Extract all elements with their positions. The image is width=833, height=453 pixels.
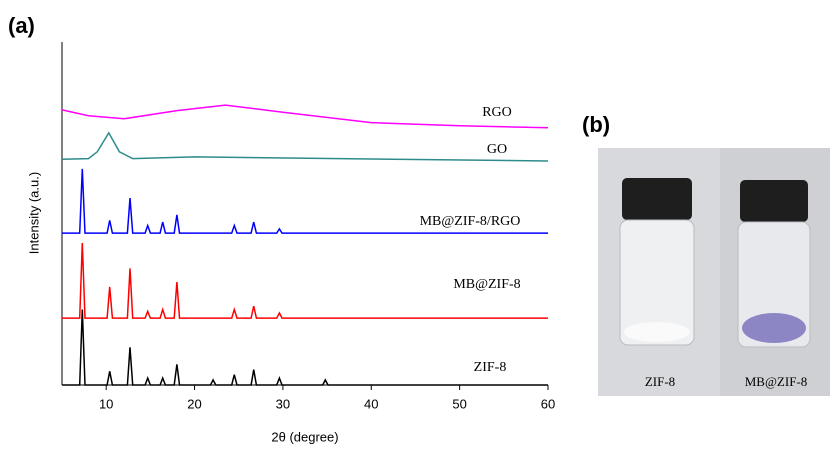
series-line	[61, 131, 549, 162]
panel-label: (b)	[582, 112, 610, 137]
x-tick-label: 60	[541, 396, 555, 411]
series-label: GO	[487, 142, 507, 157]
photo	[598, 148, 830, 396]
powder	[624, 322, 690, 342]
x-tick-label: 50	[452, 396, 466, 411]
series-label: RGO	[482, 105, 512, 120]
powder	[742, 313, 806, 343]
series-label: MB@ZIF-8/RGO	[420, 214, 521, 229]
series-line	[62, 242, 548, 319]
photo-caption: ZIF-8	[645, 374, 675, 389]
series-label: ZIF-8	[474, 360, 507, 375]
vial-cap	[740, 180, 808, 222]
x-tick-label: 30	[276, 396, 290, 411]
vial-cap	[622, 178, 692, 220]
series-line	[62, 309, 548, 386]
vial	[619, 219, 695, 346]
series-line	[61, 104, 549, 129]
panel-label: (a)	[8, 13, 35, 38]
y-axis-label: Intensity (a.u.)	[26, 172, 41, 254]
series-label: MB@ZIF-8	[453, 277, 520, 292]
x-tick-label: 40	[364, 396, 378, 411]
x-axis-label: 2θ (degree)	[271, 429, 338, 444]
photo-caption: MB@ZIF-8	[745, 374, 808, 389]
x-tick-label: 10	[99, 396, 113, 411]
x-tick-label: 20	[187, 396, 201, 411]
series-line	[62, 168, 548, 234]
